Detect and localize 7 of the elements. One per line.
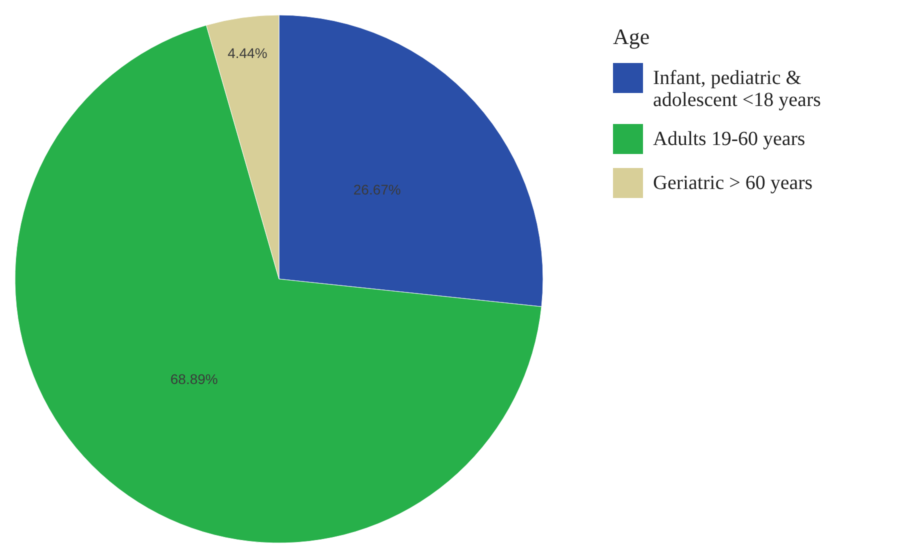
legend-label: Infant, pediatric & adolescent <18 years	[653, 67, 822, 111]
legend-title: Age	[613, 24, 650, 49]
legend-label: Geriatric > 60 years	[653, 172, 813, 194]
legend-label: Adults 19-60 years	[653, 128, 806, 150]
data-label: 26.67%	[353, 182, 401, 198]
data-label: 68.89%	[170, 371, 218, 388]
data-label: 4.44%	[228, 45, 268, 62]
